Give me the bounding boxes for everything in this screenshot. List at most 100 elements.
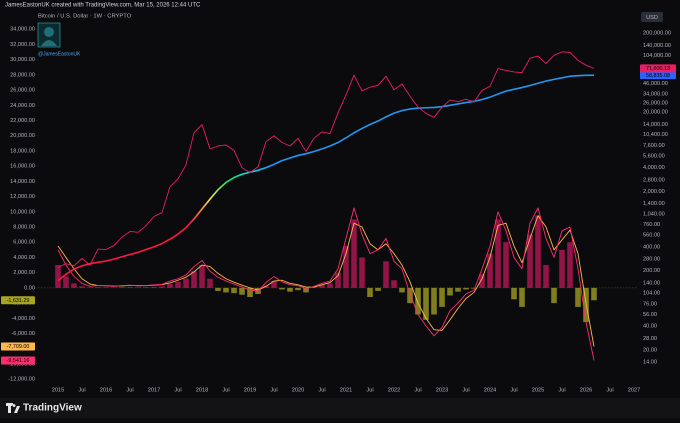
y-tick-label: 8,000.00	[13, 224, 35, 230]
histogram-bar	[495, 219, 501, 288]
histogram-bar	[303, 287, 309, 293]
histogram-bar	[247, 287, 253, 297]
x-tick-label: 2017	[148, 387, 160, 393]
value-badge-label: 71,600.13	[646, 66, 670, 72]
histogram-bar	[111, 287, 117, 288]
x-tick-label: Jul	[126, 387, 133, 393]
histogram-bar	[479, 274, 485, 288]
y2-tick-label: 4,000.00	[643, 165, 665, 171]
histogram-bar	[551, 287, 557, 304]
histogram-bar	[559, 249, 565, 288]
histogram-bar	[295, 287, 301, 291]
histogram-bar	[319, 284, 325, 288]
y2-tick-label: 26,000.00	[643, 101, 668, 107]
value-badge	[1, 342, 35, 351]
histogram-bar	[431, 287, 437, 315]
avatar	[37, 22, 61, 48]
histogram-bar	[367, 287, 373, 297]
y-tick-label: 14,000.00	[10, 179, 35, 185]
histogram-bar	[335, 272, 341, 288]
currency-box	[641, 12, 663, 22]
brand-logo	[6, 403, 20, 413]
histogram-bar	[487, 253, 493, 288]
y-tick-label: 34,000.00	[10, 27, 35, 33]
histogram-bar	[343, 246, 349, 288]
x-tick-label: Jul	[414, 387, 421, 393]
histogram-bar	[455, 287, 461, 292]
y2-tick-label: 200.00	[643, 268, 660, 274]
value-badge-label: -7,709.00	[7, 344, 30, 350]
y2-tick-label: 140,000.00	[643, 43, 671, 49]
brand: TradingView	[23, 403, 82, 414]
histogram-bar	[503, 242, 509, 288]
histogram-bar	[167, 284, 173, 288]
y2-tick-label: 280.00	[643, 257, 660, 263]
histogram-bar	[423, 287, 429, 320]
x-tick-label: Jul	[510, 387, 517, 393]
currency-label: USD	[646, 15, 658, 21]
x-tick-label: Jul	[318, 387, 325, 393]
y2-tick-label: 2,800.00	[643, 177, 665, 183]
histogram-bar	[391, 280, 397, 288]
histogram-bar	[231, 287, 237, 294]
y2-tick-label: 10,400.00	[643, 132, 668, 138]
histogram-bar	[279, 287, 285, 290]
y-tick-label: 28,000.00	[10, 72, 35, 78]
x-tick-label: 2018	[196, 387, 208, 393]
x-tick-label: 2020	[292, 387, 304, 393]
x-tick-label: 2027	[628, 387, 640, 393]
histogram-bar	[55, 265, 61, 288]
y2-tick-label: 14.00	[643, 360, 657, 366]
x-tick-label: 2022	[388, 387, 400, 393]
histogram-bar	[151, 286, 157, 288]
y-tick-label: 6,000.00	[13, 240, 35, 246]
histogram-bar	[223, 287, 229, 293]
histogram-bar	[79, 286, 85, 288]
y-tick-label: 32,000.00	[10, 42, 35, 48]
histogram-bar	[71, 283, 77, 288]
y-tick-label: 18,000.00	[10, 148, 35, 154]
histogram-bar	[415, 287, 421, 315]
histogram-bar	[543, 265, 549, 288]
x-tick-label: 2021	[340, 387, 352, 393]
y2-tick-label: 76.00	[643, 301, 657, 307]
histogram-bar	[519, 287, 525, 307]
price-line	[57, 74, 595, 282]
y2-tick-label: 40.00	[643, 324, 657, 330]
histogram-bar	[399, 287, 405, 293]
histogram-bar	[95, 287, 101, 288]
histogram-bar	[127, 286, 133, 288]
histogram-bar	[511, 287, 517, 300]
price-line	[57, 51, 595, 268]
y-tick-label: 12,000.00	[10, 194, 35, 200]
y-tick-label: 26,000.00	[10, 88, 35, 94]
histogram-bar	[175, 281, 181, 288]
histogram-bar	[591, 287, 597, 301]
histogram-bar	[527, 234, 533, 288]
y-tick-label: -6,000.00	[11, 331, 35, 337]
histogram-bar	[239, 287, 245, 295]
y-tick-label: 20,000.00	[10, 133, 35, 139]
y-tick-label: -12,000.00	[8, 377, 35, 383]
value-badge-label: 58,835.08	[646, 73, 670, 79]
value-badge	[640, 64, 676, 73]
histogram-bar	[63, 276, 69, 288]
histogram-bar	[407, 287, 413, 304]
y2-tick-label: 56.00	[643, 312, 657, 318]
histogram-bar	[87, 287, 93, 288]
y2-tick-label: 5,600.00	[643, 154, 665, 160]
histogram-bar	[191, 271, 197, 288]
x-tick-label: Jul	[174, 387, 181, 393]
histogram-bar	[439, 287, 445, 307]
histogram-bar	[183, 278, 189, 288]
value-badge-label: -1,631.29	[7, 298, 30, 304]
histogram-bar	[271, 281, 277, 288]
histogram-bar	[351, 219, 357, 288]
histogram-bar	[575, 287, 581, 307]
x-tick-label: 2015	[52, 387, 64, 393]
x-tick-label: 2023	[436, 387, 448, 393]
value-badge	[1, 356, 35, 365]
histogram-bar	[447, 287, 453, 296]
histogram-bar	[535, 215, 541, 288]
author: @JamesEastonUK	[38, 51, 81, 57]
